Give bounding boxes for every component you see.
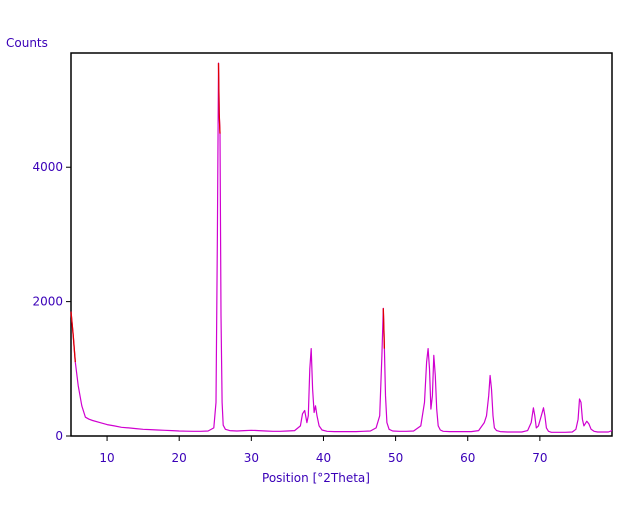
x-tick-label: 20 bbox=[172, 451, 187, 465]
x-tick-label: 60 bbox=[460, 451, 475, 465]
y-tick-label: 4000 bbox=[32, 160, 63, 174]
x-axis-label: Position [°2Theta] bbox=[262, 471, 370, 485]
x-tick-label: 40 bbox=[316, 451, 331, 465]
peak-overlay-line bbox=[70, 311, 76, 363]
x-tick-label: 10 bbox=[99, 451, 114, 465]
y-axis-label: Counts bbox=[6, 36, 48, 50]
x-tick-label: 70 bbox=[532, 451, 547, 465]
diffraction-pattern-line bbox=[70, 62, 613, 433]
y-ticks: 0 2000 4000 bbox=[32, 160, 71, 443]
x-tick-label: 50 bbox=[388, 451, 403, 465]
y-tick-label: 0 bbox=[55, 429, 63, 443]
peak-overlay-line bbox=[382, 308, 386, 349]
x-ticks: 10 20 30 40 50 60 70 bbox=[99, 436, 548, 465]
x-tick-label: 30 bbox=[244, 451, 259, 465]
peak-overlay-line bbox=[217, 63, 221, 134]
y-tick-label: 2000 bbox=[32, 295, 63, 309]
plot-frame bbox=[70, 52, 613, 437]
plot-area bbox=[70, 62, 613, 433]
